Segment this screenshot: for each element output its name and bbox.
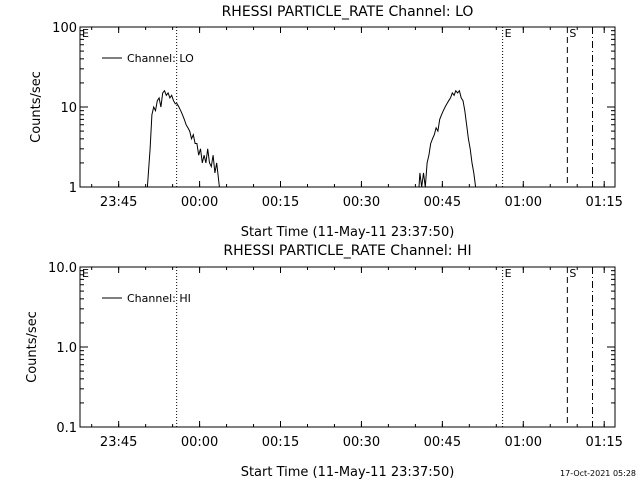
legend: Channel: HI: [102, 292, 191, 305]
event-marker-label: E: [505, 267, 512, 280]
x-tick-label: 00:45: [424, 195, 461, 210]
x-tick-label: 00:15: [262, 195, 299, 210]
x-tick-label: 00:30: [343, 435, 380, 450]
generation-timestamp: 17-Oct-2021 05:28: [560, 469, 636, 478]
y-tick-label: 0.1: [56, 421, 77, 436]
y-tick-label: 1: [69, 181, 77, 196]
x-tick-label: 23:45: [100, 435, 137, 450]
x-tick-label: 01:00: [505, 435, 542, 450]
event-marker-label: E: [82, 27, 89, 40]
series-line: [146, 89, 220, 188]
x-tick-label: 00:15: [262, 435, 299, 450]
x-tick-label: 01:00: [505, 195, 542, 210]
series-line: [418, 89, 477, 188]
event-marker-label: S: [569, 267, 576, 280]
event-marker-label: E: [82, 267, 89, 280]
y-tick-label: 100: [52, 21, 77, 36]
x-tick-label: 00:00: [181, 435, 218, 450]
hi-channel-panel: RHESSI PARTICLE_RATE Channel: HI 23:45 00:…: [25, 243, 623, 480]
y-axis-label: Counts/sec: [29, 71, 44, 143]
x-tick-label: 01:15: [585, 435, 622, 450]
x-tick-label: 00:00: [181, 195, 218, 210]
event-marker-label: E: [505, 27, 512, 40]
y-tick-label: 10: [60, 101, 77, 116]
legend-label: Channel: HI: [127, 292, 191, 305]
event-marker-label: S: [569, 27, 576, 40]
y-axis-label: Counts/sec: [25, 311, 40, 383]
legend-label: Channel: LO: [127, 52, 194, 65]
x-tick-label: 23:45: [100, 195, 137, 210]
chart-title: RHESSI PARTICLE_RATE Channel: HI: [223, 243, 471, 259]
plot-frame: [79, 266, 616, 428]
y-tick-label: 10.0: [48, 261, 77, 276]
legend: Channel: LO: [102, 52, 194, 65]
lo-channel-panel: RHESSI PARTICLE_RATE Channel: LO 23:45 00:…: [29, 4, 623, 240]
x-tick-label: 01:15: [585, 195, 622, 210]
plot-frame: [79, 26, 616, 188]
x-axis-label: Start Time (11-May-11 23:37:50): [241, 225, 455, 240]
x-tick-label: 00:45: [424, 435, 461, 450]
x-axis-label: Start Time (11-May-11 23:37:50): [241, 465, 455, 480]
y-tick-label: 1.0: [56, 341, 77, 356]
chart-title: RHESSI PARTICLE_RATE Channel: LO: [222, 4, 474, 20]
x-tick-label: 00:30: [343, 195, 380, 210]
